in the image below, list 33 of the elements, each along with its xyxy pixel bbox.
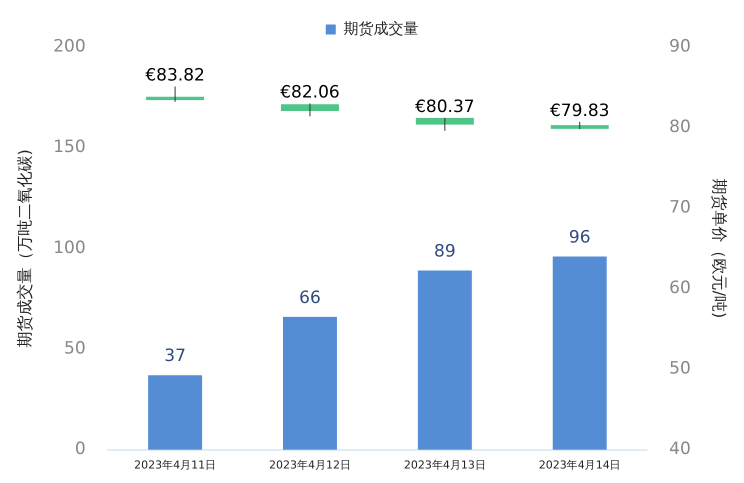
candlestick (416, 117, 474, 132)
y2-axis-title: 期货单价（欧元/吨) (710, 178, 730, 318)
text: €83.82 (145, 65, 205, 86)
bar (552, 256, 607, 450)
text: €79.83 (550, 100, 610, 121)
y-tick-label: 200 (53, 36, 86, 56)
y2-tick-label: 50 (669, 358, 691, 379)
bar (282, 316, 337, 450)
x-tick-label: 2023年4月12日 (268, 458, 351, 472)
x-tick-label: 2023年4月11日 (134, 458, 216, 472)
candlestick (280, 102, 339, 117)
y2-tick-label: 60 (669, 278, 691, 298)
y2-tick-label: 40 (669, 439, 691, 460)
data-label: 37 (164, 346, 186, 366)
legend-label: 期货成交量 (343, 19, 418, 38)
y-tick-label: 150 (53, 137, 86, 158)
y2-tick-label: 90 (669, 36, 691, 56)
text: €80.37 (415, 96, 475, 117)
y2-tick-label: 80 (669, 116, 691, 137)
x-tick-label: 2023年4月14日 (538, 458, 621, 472)
data-label: 66 (299, 288, 321, 308)
y-tick-label: 50 (64, 338, 86, 359)
data-label: 89 (434, 241, 456, 262)
y2-tick-label: 70 (669, 198, 691, 218)
y-tick-label: 100 (53, 238, 86, 258)
text: €82.06 (280, 82, 340, 102)
bar (148, 375, 202, 450)
data-label: 96 (568, 227, 591, 248)
bar (418, 270, 472, 450)
x-tick-label: 2023年4月13日 (404, 458, 486, 472)
candlestick (550, 121, 609, 130)
y-axis-title: 期货成交量（万吨二氧化碳) (14, 149, 34, 348)
y-tick-label: 0 (74, 439, 86, 460)
